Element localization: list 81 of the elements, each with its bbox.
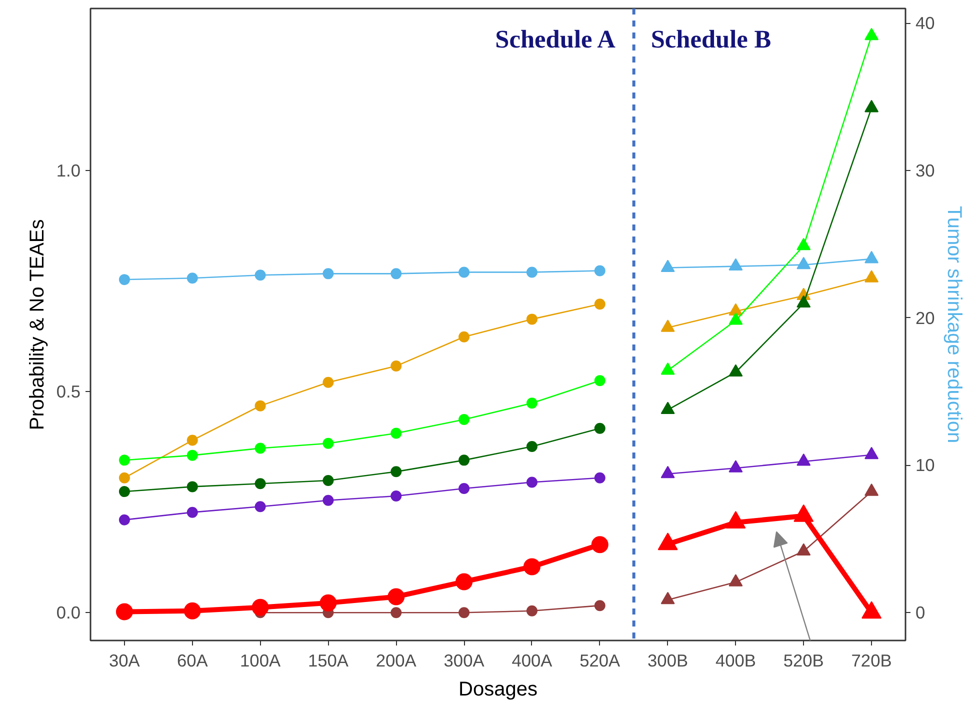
x-tick-label: 300B: [648, 650, 688, 670]
point: [390, 360, 402, 372]
y-tick-label: 0.0: [56, 602, 81, 623]
point: [118, 472, 130, 484]
point: [390, 466, 402, 478]
point: [254, 478, 266, 490]
x-tick-label: 60A: [176, 650, 208, 670]
point: [184, 602, 201, 620]
point: [456, 573, 473, 590]
point: [186, 450, 198, 461]
x-tick-label: 520B: [783, 650, 824, 670]
point: [320, 594, 337, 612]
x-tick-label: 400B: [715, 650, 756, 670]
point: [186, 434, 198, 446]
point: [254, 501, 266, 512]
x-tick-label: 100A: [240, 650, 281, 670]
point: [660, 320, 675, 332]
x-axis-title: Dosages: [458, 678, 538, 700]
y-tick-label: 1.0: [56, 160, 81, 181]
point: [322, 376, 334, 388]
point: [796, 295, 811, 308]
point: [594, 298, 606, 310]
point: [390, 607, 402, 618]
point: [252, 598, 269, 616]
point: [390, 490, 402, 502]
x-tick-label: 150A: [308, 650, 349, 670]
point: [594, 472, 606, 484]
point: [796, 454, 811, 466]
point: [526, 314, 538, 325]
point: [458, 454, 470, 466]
point: [594, 422, 606, 434]
point: [591, 536, 608, 554]
point: [388, 588, 405, 606]
point: [660, 402, 675, 414]
point: [864, 446, 879, 460]
x-tick-label: 520A: [580, 650, 621, 670]
point: [864, 100, 879, 112]
y2-tick-label: 0: [916, 602, 926, 623]
point: [254, 400, 266, 412]
point: [594, 375, 606, 386]
point: [322, 475, 334, 486]
y2-tick-label: 10: [916, 455, 935, 476]
point: [796, 238, 811, 250]
x-tick-label: 200A: [376, 650, 417, 670]
point: [118, 454, 130, 466]
x-tick-label: 720B: [851, 650, 892, 670]
point: [458, 331, 470, 342]
x-tick-label: 300A: [444, 650, 485, 670]
point: [526, 440, 538, 452]
point: [526, 605, 538, 616]
point: [526, 476, 538, 488]
point: [390, 428, 402, 439]
point: [322, 494, 334, 506]
annotation: Schedule B: [650, 26, 772, 54]
point: [526, 398, 538, 409]
point: [458, 607, 470, 618]
point: [864, 28, 879, 40]
x-tick-label: 400A: [512, 650, 553, 670]
point: [322, 438, 334, 449]
annotation: Schedule A: [495, 26, 616, 54]
point: [458, 414, 470, 426]
point: [118, 486, 130, 498]
y2-axis-title: Tumor shrinkage reduction: [942, 206, 965, 444]
point: [594, 600, 606, 612]
y2-tick-label: 30: [916, 160, 935, 181]
y2-tick-label: 20: [916, 308, 935, 328]
point: [728, 312, 743, 325]
point: [660, 362, 675, 375]
point: [116, 603, 133, 620]
point: [728, 364, 743, 376]
x-tick-label: 30A: [109, 650, 140, 670]
y2-tick-label: 40: [916, 13, 935, 34]
y-tick-label: 0.5: [56, 382, 81, 402]
point: [864, 270, 879, 282]
point: [254, 442, 266, 454]
point: [186, 481, 198, 492]
point: [458, 482, 470, 494]
point: [523, 558, 540, 576]
point: [186, 506, 198, 518]
y-axis-title: Probability & No TEAEs: [26, 219, 48, 430]
point: [118, 514, 130, 526]
